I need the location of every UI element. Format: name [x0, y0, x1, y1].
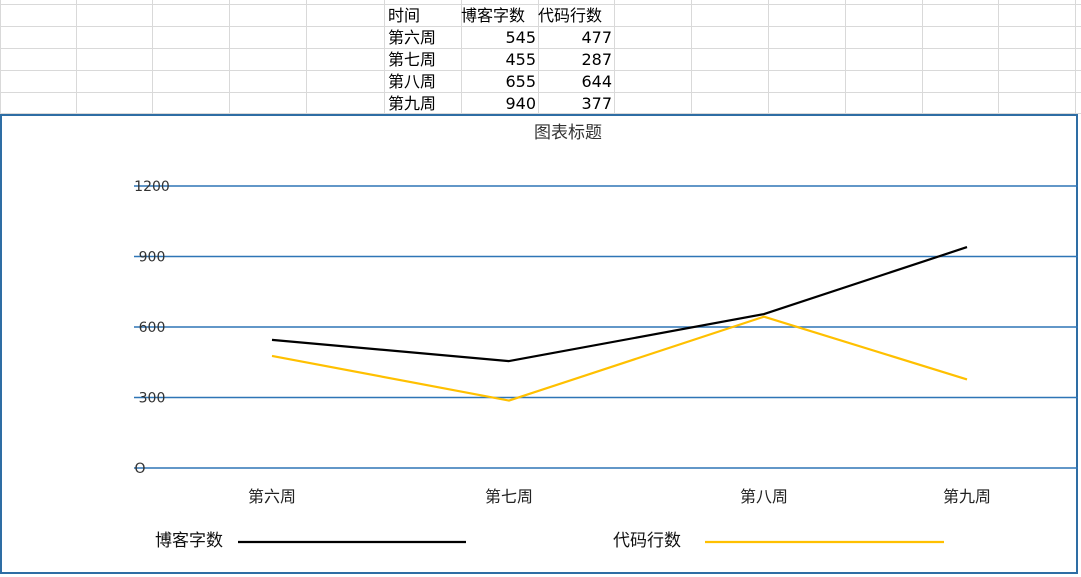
table-cell[interactable]: 287	[581, 50, 612, 69]
series-line-1	[271, 315, 968, 402]
y-tick-label: 1200	[134, 179, 170, 195]
legend-label: 博客字数	[155, 531, 223, 551]
table-header-cell[interactable]: 博客字数	[461, 6, 526, 25]
series-line-0	[271, 246, 968, 363]
table-cell[interactable]: 477	[581, 28, 612, 47]
table-header-cell[interactable]: 时间	[388, 6, 421, 25]
table-header-cell[interactable]: 代码行数	[538, 6, 603, 25]
chart-title: 图表标题	[534, 123, 602, 143]
table-cell[interactable]: 第九周	[388, 94, 437, 113]
table-cell[interactable]: 940	[505, 94, 536, 113]
x-tick-label: 第九周	[943, 487, 991, 506]
sheet-gridlines	[0, 0, 1081, 114]
x-tick-label: 第六周	[248, 487, 296, 506]
table-cell[interactable]: 655	[505, 72, 536, 91]
y-tick-label: 900	[139, 250, 166, 266]
table-cell[interactable]: 第八周	[388, 72, 437, 91]
table-cell[interactable]: 545	[505, 28, 536, 47]
legend-label: 代码行数	[613, 531, 681, 551]
y-tick-label: O	[134, 461, 145, 477]
table-cell[interactable]: 第六周	[388, 28, 437, 47]
y-tick-label: 600	[139, 320, 166, 336]
table-cell[interactable]: 第七周	[388, 50, 437, 69]
chart-container[interactable]: 图表标题 O 300 600 900 1200 第六周 第七周 第八周 第九周博客字数 代码行数	[0, 114, 1078, 574]
table-cell[interactable]: 377	[581, 94, 612, 113]
x-tick-label: 第七周	[485, 487, 533, 506]
table-cell[interactable]: 644	[581, 72, 612, 91]
y-tick-label: 300	[139, 391, 166, 407]
table-cell[interactable]: 455	[505, 50, 536, 69]
x-tick-label: 第八周	[740, 487, 788, 506]
